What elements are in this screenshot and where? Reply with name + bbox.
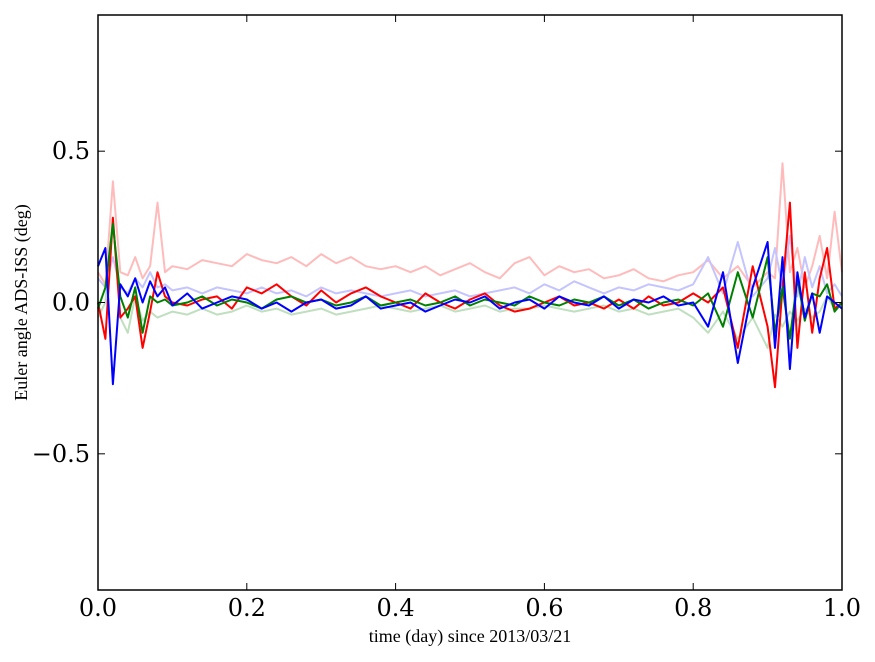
series-line-2 (97, 234, 843, 298)
x-tick-label: 0.4 (377, 594, 415, 622)
x-axis-label: time (day) since 2013/03/21 (369, 626, 571, 647)
x-tick-label: 0.0 (79, 594, 117, 622)
series-line-3 (97, 216, 843, 349)
x-tick-label: 0.6 (525, 594, 563, 622)
ticks-layer: 0.0 0.2 0.4 0.6 0.8 1.0 0.5 0.0 −0.5 (32, 15, 861, 622)
y-axis-label: Euler angle ADS-ISS (deg) (11, 204, 32, 400)
x-tick-label: 0.2 (228, 594, 266, 622)
y-tick-label: −0.5 (32, 440, 90, 468)
series-line-6 (97, 241, 843, 386)
y-tick-label: 0.0 (52, 289, 90, 317)
x-tick-label: 1.0 (823, 594, 861, 622)
series-layer (97, 162, 843, 389)
series-line-1 (97, 162, 843, 289)
x-tick-label: 0.8 (674, 594, 712, 622)
series-line-4 (97, 201, 843, 389)
y-tick-label: 0.5 (52, 137, 90, 165)
